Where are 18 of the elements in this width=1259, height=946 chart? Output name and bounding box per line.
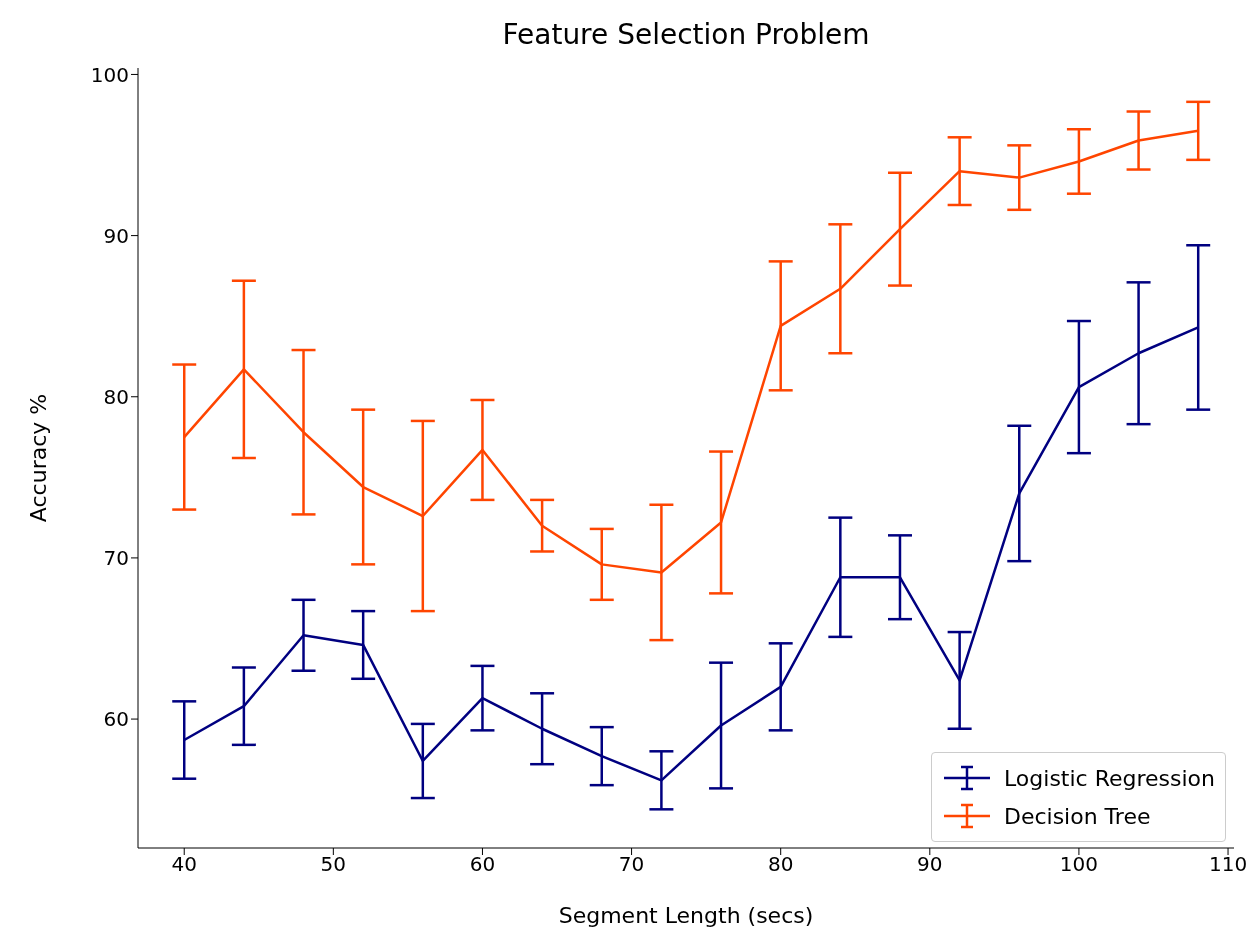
y-tick-label: 80 [103,384,129,409]
x-tick-label: 50 [320,852,347,877]
x-tick-label: 100 [1059,852,1099,877]
y-tick-label: 100 [90,62,129,87]
x-tick-label: 60 [469,852,496,877]
legend-label: Logistic Regression [1003,765,1215,791]
x-axis-title: Segment Length (secs) [558,903,814,928]
legend-label: Decision Tree [1003,803,1151,829]
y-tick-label: 60 [103,707,129,732]
x-tick-label: 90 [917,852,943,877]
y-tick-label: 90 [103,223,129,248]
y-tick-label: 70 [103,546,129,571]
y-axis-title: Accuracy % [25,393,51,523]
x-tick-label: 40 [171,852,197,877]
x-tick-label: 110 [1208,852,1248,877]
x-tick-label: 70 [618,852,645,877]
x-tick-label: 80 [767,852,794,877]
chart-title: Feature Selection Problem [501,18,871,51]
